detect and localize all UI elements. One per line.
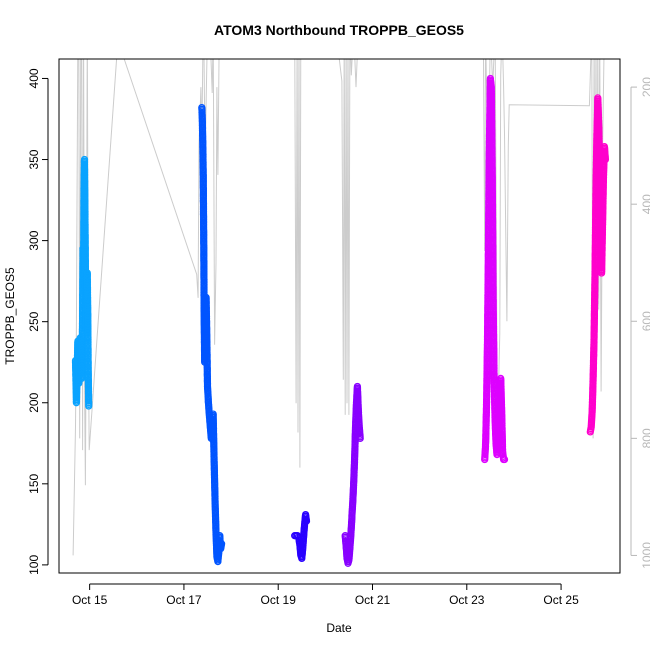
y-right-tick-label: 600 bbox=[640, 311, 650, 331]
y-tick-label: 350 bbox=[27, 149, 41, 169]
x-axis: Oct 15 Oct 17 Oct 19 Oct 21 Oct 23 Oct 25 bbox=[72, 583, 579, 607]
series-6 bbox=[586, 94, 610, 436]
series-2 bbox=[198, 103, 226, 566]
y-axis-label: TROPPB_GEOS5 bbox=[3, 267, 17, 365]
data-point bbox=[356, 434, 364, 443]
y-tick-label: 250 bbox=[27, 311, 41, 331]
chart-title: ATOM3 Northbound TROPPB_GEOS5 bbox=[214, 22, 464, 38]
x-tick-label: Oct 19 bbox=[261, 593, 297, 607]
y-tick-label: 200 bbox=[27, 392, 41, 412]
y-tick-label: 300 bbox=[27, 230, 41, 250]
series-1 bbox=[71, 155, 93, 410]
y-tick-label: 100 bbox=[27, 555, 41, 575]
data-points-layer bbox=[71, 74, 610, 567]
x-tick-label: Oct 17 bbox=[166, 593, 202, 607]
data-point bbox=[302, 517, 311, 525]
series-3 bbox=[291, 510, 311, 563]
series-4 bbox=[341, 382, 364, 567]
y-right-tick-label: 800 bbox=[640, 428, 650, 448]
data-point bbox=[601, 155, 610, 164]
plot-frame bbox=[58, 58, 621, 574]
data-point bbox=[85, 402, 93, 410]
data-point bbox=[217, 540, 226, 548]
pressure-trace-line bbox=[72, 59, 605, 556]
y-right-tick-label: 1000 bbox=[640, 542, 650, 569]
y-tick-label: 150 bbox=[27, 473, 41, 493]
x-axis-label: Date bbox=[326, 621, 352, 635]
x-tick-label: Oct 21 bbox=[355, 593, 391, 607]
data-point bbox=[500, 455, 509, 464]
y-axis-left: 100 150 200 250 300 350 400 bbox=[27, 68, 49, 575]
y-axis-right: 200 400 600 800 1000 bbox=[630, 77, 650, 569]
x-tick-label: Oct 15 bbox=[72, 593, 108, 607]
series-5 bbox=[481, 74, 509, 464]
y-tick-label: 400 bbox=[27, 68, 41, 88]
x-tick-label: Oct 25 bbox=[543, 593, 579, 607]
y-right-tick-label: 400 bbox=[640, 194, 650, 214]
x-tick-label: Oct 23 bbox=[449, 593, 485, 607]
pressure-trace-layer bbox=[72, 59, 605, 556]
y-right-tick-label: 200 bbox=[640, 77, 650, 97]
